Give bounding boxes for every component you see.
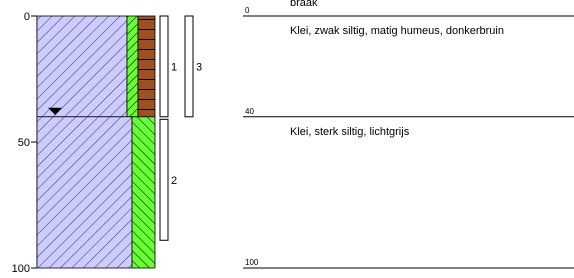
sample-box xyxy=(160,119,168,240)
note: braak xyxy=(290,0,318,9)
soil-layer xyxy=(127,16,138,117)
soil-layer xyxy=(37,16,127,117)
layer-description: Klei, sterk siltig, lichtgrijs xyxy=(290,126,410,138)
boring-profile: 0 50 100 Klei, zwak siltig, matig humeus, d… xyxy=(0,0,574,278)
sample-label: 1 xyxy=(171,61,177,73)
boundary-depth: 100 xyxy=(245,258,259,267)
soil-layer xyxy=(138,16,155,117)
tick-label: 100 xyxy=(12,263,30,275)
soil-layer xyxy=(37,117,132,268)
layer-description: Klei, zwak siltig, matig humeus, donkerb… xyxy=(290,25,504,37)
sample-label: 3 xyxy=(196,61,202,73)
tick-label: 0 xyxy=(24,11,30,23)
boundary-depth: 0 xyxy=(245,6,250,15)
sample-box xyxy=(185,16,193,117)
boundary-depth: 40 xyxy=(245,107,254,116)
sample-label: 2 xyxy=(171,175,177,187)
soil-layer xyxy=(132,117,155,268)
sample-box xyxy=(160,16,168,117)
tick-label: 50 xyxy=(18,137,30,149)
